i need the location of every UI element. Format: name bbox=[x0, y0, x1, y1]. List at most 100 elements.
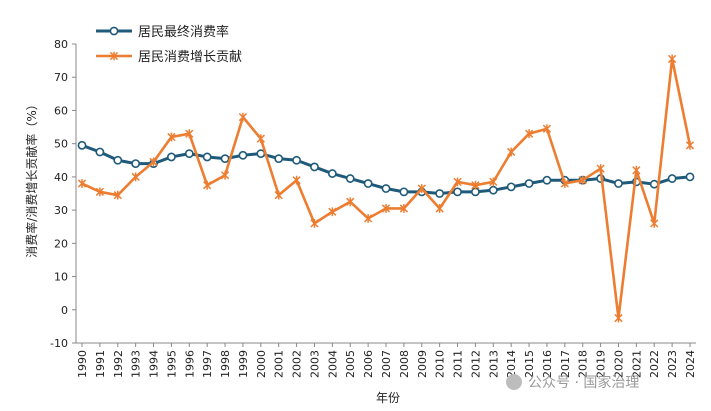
y-axis-title: 消费率/消费增长贡献率（%） bbox=[24, 98, 39, 257]
data-point bbox=[167, 132, 176, 142]
data-point bbox=[507, 147, 516, 157]
data-point bbox=[560, 179, 569, 188]
data-point bbox=[596, 164, 605, 173]
data-point bbox=[363, 179, 373, 188]
x-tick-label: 2006 bbox=[362, 350, 375, 378]
data-point bbox=[220, 170, 230, 180]
data-point bbox=[131, 172, 140, 182]
x-tick-label: 2002 bbox=[291, 350, 304, 378]
data-point bbox=[667, 54, 677, 64]
data-point bbox=[167, 152, 176, 162]
data-point bbox=[506, 182, 516, 192]
x-tick-label: 2007 bbox=[380, 350, 393, 378]
wechat-icon bbox=[506, 374, 522, 390]
data-point bbox=[399, 187, 409, 197]
data-point bbox=[292, 175, 301, 185]
data-point bbox=[489, 177, 498, 187]
data-point bbox=[256, 134, 265, 144]
data-point bbox=[667, 174, 677, 183]
data-point bbox=[381, 204, 391, 213]
data-point bbox=[417, 184, 426, 193]
x-tick-label: 2018 bbox=[577, 350, 590, 378]
x-tick-label: 2003 bbox=[308, 350, 321, 378]
x-tick-label: 2009 bbox=[416, 350, 429, 378]
legend-label: 居民消费增长贡献 bbox=[138, 50, 242, 65]
x-tick-label: 2015 bbox=[523, 350, 536, 378]
data-point bbox=[649, 179, 659, 189]
data-point bbox=[274, 154, 284, 164]
y-tick-label: 10 bbox=[54, 271, 68, 284]
data-point bbox=[578, 175, 587, 185]
y-tick-label: 30 bbox=[54, 204, 68, 217]
data-point bbox=[310, 162, 319, 172]
y-tick-label: 70 bbox=[54, 71, 68, 84]
data-point bbox=[202, 152, 212, 162]
y-tick-label: 50 bbox=[54, 138, 68, 151]
data-point bbox=[381, 184, 391, 193]
x-tick-label: 1993 bbox=[130, 350, 143, 378]
data-point bbox=[471, 180, 480, 190]
data-point bbox=[542, 175, 552, 185]
data-point bbox=[310, 219, 319, 228]
x-tick-label: 2008 bbox=[398, 350, 411, 378]
y-tick-label: -10 bbox=[50, 337, 68, 350]
x-tick-label: 2011 bbox=[452, 350, 465, 378]
x-tick-label: 2016 bbox=[541, 350, 554, 378]
data-point bbox=[113, 155, 123, 165]
y-tick-label: 20 bbox=[54, 237, 68, 250]
data-point bbox=[453, 187, 462, 197]
x-tick-label: 1994 bbox=[148, 350, 161, 378]
data-point bbox=[542, 124, 552, 134]
data-point bbox=[185, 129, 194, 139]
y-tick-label: 80 bbox=[54, 38, 68, 51]
x-tick-label: 1999 bbox=[237, 350, 250, 378]
data-point bbox=[685, 172, 695, 182]
x-tick-label: 2020 bbox=[612, 350, 625, 378]
x-tick-label: 1991 bbox=[94, 350, 107, 378]
y-tick-label: 40 bbox=[54, 171, 68, 184]
data-point bbox=[453, 177, 462, 187]
x-tick-label: 1998 bbox=[219, 350, 232, 378]
data-point bbox=[345, 174, 355, 183]
data-point bbox=[650, 219, 659, 228]
watermark: 公众号 · 国家治理 bbox=[506, 374, 639, 391]
data-point bbox=[292, 155, 301, 165]
x-tick-label: 1995 bbox=[165, 350, 178, 378]
y-tick-label: 0 bbox=[61, 304, 68, 317]
x-tick-label: 2013 bbox=[487, 350, 500, 378]
watermark-text: 公众号 · 国家治理 bbox=[528, 374, 639, 391]
data-point bbox=[363, 214, 373, 223]
data-point bbox=[149, 157, 158, 167]
data-point bbox=[238, 150, 248, 160]
legend-item: 居民最终消费率 bbox=[96, 24, 229, 40]
data-point bbox=[238, 112, 248, 122]
legend-label: 居民最终消费率 bbox=[138, 24, 229, 40]
x-tick-label: 2022 bbox=[648, 350, 661, 378]
data-point bbox=[524, 129, 534, 139]
series-group bbox=[77, 54, 695, 323]
data-point bbox=[220, 154, 230, 164]
x-tick-label: 1997 bbox=[201, 350, 214, 378]
data-point bbox=[95, 187, 105, 197]
legend-marker bbox=[109, 51, 119, 61]
x-tick-label: 2017 bbox=[559, 350, 572, 378]
data-point bbox=[435, 189, 445, 198]
x-tick-label: 2024 bbox=[684, 350, 697, 378]
data-point bbox=[256, 149, 266, 159]
x-tick-label: 2005 bbox=[344, 350, 357, 378]
data-point bbox=[685, 140, 695, 150]
data-point bbox=[77, 140, 87, 150]
x-tick-label: 2012 bbox=[469, 350, 482, 378]
data-point bbox=[399, 204, 409, 213]
x-tick-label: 2014 bbox=[505, 350, 518, 378]
x-tick-label: 1996 bbox=[183, 350, 196, 378]
data-point bbox=[203, 180, 212, 190]
x-tick-label: 1990 bbox=[76, 350, 89, 378]
x-tick-label: 2004 bbox=[326, 350, 339, 378]
x-tick-label: 2000 bbox=[255, 350, 268, 378]
x-tick-label: 2001 bbox=[273, 350, 286, 378]
x-tick-label: 2019 bbox=[595, 350, 608, 378]
x-tick-label: 2010 bbox=[434, 350, 447, 378]
data-point bbox=[632, 165, 641, 175]
